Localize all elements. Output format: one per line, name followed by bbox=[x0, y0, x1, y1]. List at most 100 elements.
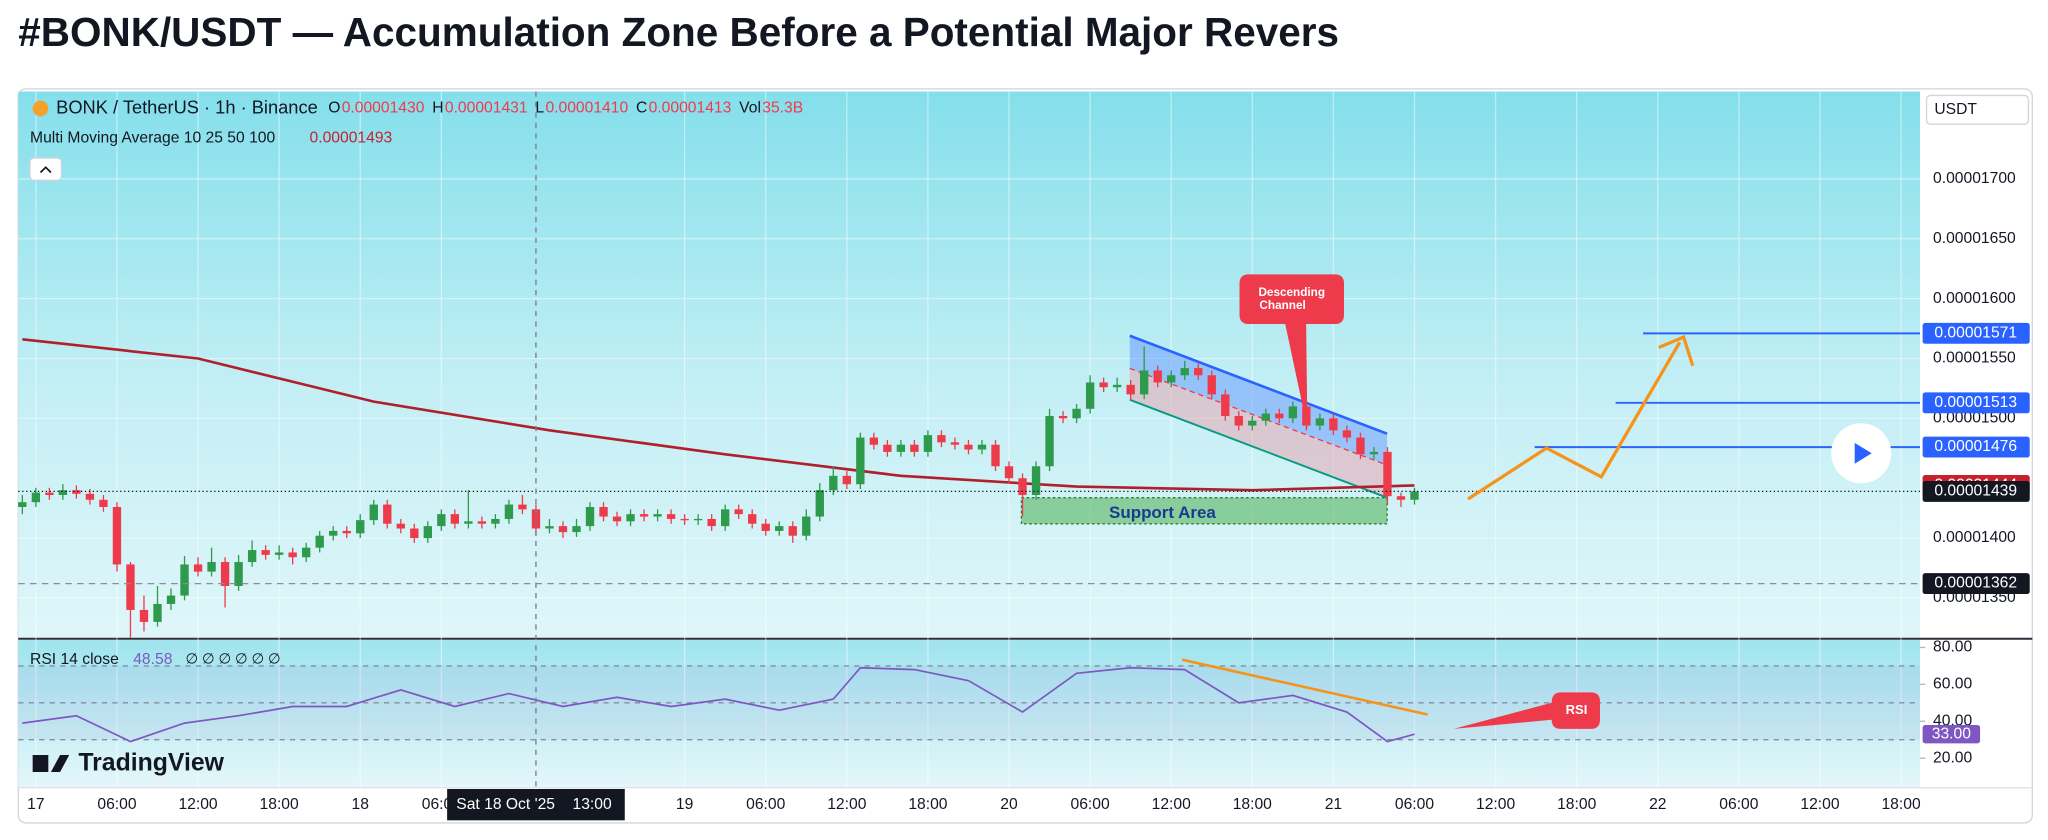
candle-body bbox=[720, 509, 730, 527]
collapse-button[interactable] bbox=[29, 157, 63, 181]
candle-body bbox=[450, 514, 460, 524]
rsi-tick-label: 80.00 bbox=[1933, 639, 1972, 656]
x-tick-label: 06:00 bbox=[1395, 796, 1434, 813]
candle-body bbox=[558, 526, 568, 533]
y-tick-label: 0.00001400 bbox=[1933, 529, 2016, 546]
rsi-label: RSI 14 close bbox=[30, 651, 119, 668]
crosshair-box bbox=[447, 788, 625, 821]
candle-body bbox=[599, 506, 608, 517]
candle-body bbox=[356, 520, 365, 534]
candle-body bbox=[531, 509, 541, 529]
candle-body bbox=[477, 521, 487, 524]
candle-body bbox=[85, 493, 95, 500]
candle-body bbox=[58, 490, 68, 495]
candle-body bbox=[666, 514, 676, 519]
candle-body bbox=[1058, 415, 1068, 419]
candle-body bbox=[1234, 415, 1243, 426]
legend-key: H bbox=[432, 100, 443, 117]
candle-body bbox=[153, 603, 162, 622]
candle-body bbox=[1153, 370, 1162, 383]
candle-body bbox=[883, 444, 892, 452]
x-tick-label: 18:00 bbox=[1881, 796, 1920, 813]
candle-body bbox=[964, 444, 973, 450]
candle-body bbox=[301, 547, 311, 558]
candle-body bbox=[410, 528, 419, 539]
play-icon bbox=[1854, 442, 1872, 464]
crosshair-time: 13:00 bbox=[573, 796, 612, 813]
candle-body bbox=[1369, 451, 1379, 455]
x-tick-label: 06:00 bbox=[1719, 796, 1758, 813]
logo-mark bbox=[32, 755, 49, 772]
candle-body bbox=[1315, 418, 1325, 426]
legend-value: 35.3B bbox=[762, 100, 803, 117]
moving-average bbox=[22, 338, 1415, 492]
x-tick-label: 18:00 bbox=[260, 796, 299, 813]
rsi-line bbox=[22, 666, 1415, 743]
candle-body bbox=[1018, 478, 1027, 495]
rsi-pane bbox=[18, 640, 1920, 788]
channel-mid-line bbox=[1129, 367, 1388, 466]
candle-body bbox=[1383, 451, 1392, 497]
price-label-box bbox=[1922, 392, 2030, 414]
candle-body bbox=[1329, 418, 1338, 431]
rsi-value: 48.58 bbox=[133, 651, 172, 668]
candle-body bbox=[1275, 413, 1284, 419]
rsi-trend-line bbox=[1181, 658, 1428, 716]
logo-mark bbox=[50, 755, 70, 772]
candle-body bbox=[1045, 415, 1054, 467]
candle-body bbox=[707, 518, 716, 527]
candle-body bbox=[99, 499, 108, 507]
y-tick-label: 0.00001700 bbox=[1933, 170, 2016, 187]
x-tick-label: 18:00 bbox=[908, 796, 947, 813]
candle-body bbox=[1194, 368, 1203, 376]
candle-body bbox=[1085, 382, 1095, 409]
candle-body bbox=[1167, 375, 1176, 383]
candle-body bbox=[1180, 368, 1189, 376]
y-tick-label: 0.00001550 bbox=[1933, 350, 2016, 367]
x-tick-label: 18 bbox=[352, 796, 370, 813]
candle-body bbox=[1139, 370, 1149, 395]
candle-body bbox=[396, 523, 405, 529]
candle-body bbox=[680, 518, 689, 521]
candle-body bbox=[342, 530, 351, 534]
candle-body bbox=[180, 564, 189, 596]
rsi-last-label: 33.00 bbox=[1932, 725, 1971, 742]
candle-body bbox=[72, 490, 81, 494]
x-tick-label: 06:00 bbox=[1071, 796, 1110, 813]
x-tick-label: 12:00 bbox=[827, 796, 866, 813]
legend-key: L bbox=[535, 100, 544, 117]
candle-body bbox=[612, 516, 622, 522]
collapse-icon bbox=[39, 166, 52, 174]
price-label-box bbox=[1922, 322, 2030, 344]
candle-body bbox=[1288, 406, 1298, 419]
rsi-callout bbox=[1453, 692, 1600, 729]
candle-body bbox=[220, 562, 230, 586]
price-label: 0.00001476 bbox=[1934, 438, 2017, 455]
channel-callout bbox=[1239, 274, 1344, 429]
ma-value: 0.00001493 bbox=[310, 130, 393, 147]
candle-body bbox=[288, 552, 297, 558]
candle-body bbox=[761, 523, 770, 531]
candle-body bbox=[775, 526, 784, 531]
x-tick-label: 12:00 bbox=[1800, 796, 1839, 813]
candle-body bbox=[274, 552, 284, 555]
candle-body bbox=[923, 435, 933, 452]
projection-arrow bbox=[1467, 341, 1682, 501]
currency-box[interactable] bbox=[1925, 94, 2030, 125]
rsi-last-box bbox=[1922, 725, 1981, 744]
crosshair-date: Sat 18 Oct '25 bbox=[456, 796, 555, 813]
candle-body bbox=[261, 550, 270, 555]
candle-body bbox=[693, 518, 703, 521]
y-tick-label: 0.00001500 bbox=[1933, 410, 2016, 427]
candle-body bbox=[869, 437, 879, 445]
candle-body bbox=[18, 502, 27, 507]
candle-body bbox=[910, 444, 919, 452]
candle-body bbox=[423, 526, 433, 539]
candle-body bbox=[829, 475, 838, 491]
symbol-icon bbox=[32, 100, 49, 117]
legend-value: 0.00001413 bbox=[649, 100, 732, 117]
rsi-flags: ∅ ∅ ∅ ∅ ∅ ∅ bbox=[185, 651, 280, 667]
candle-body bbox=[504, 504, 514, 519]
x-tick-label: 12:00 bbox=[178, 796, 217, 813]
